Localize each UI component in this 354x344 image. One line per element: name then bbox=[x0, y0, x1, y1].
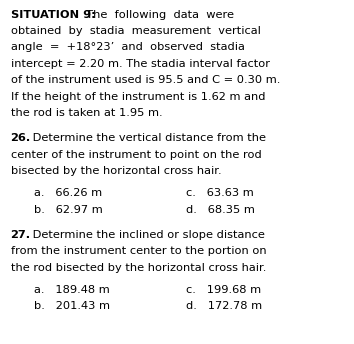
Text: the rod is taken at 1.95 m.: the rod is taken at 1.95 m. bbox=[11, 108, 162, 118]
Text: the rod bisected by the horizontal cross hair.: the rod bisected by the horizontal cross… bbox=[11, 263, 266, 273]
Text: 26.: 26. bbox=[11, 133, 31, 143]
Text: d.   68.35 m: d. 68.35 m bbox=[186, 205, 255, 215]
Text: d.   172.78 m: d. 172.78 m bbox=[186, 301, 262, 311]
Text: c.   63.63 m: c. 63.63 m bbox=[186, 188, 253, 198]
Text: center of the instrument to point on the rod: center of the instrument to point on the… bbox=[11, 150, 261, 160]
Text: of the instrument used is 95.5 and C = 0.30 m.: of the instrument used is 95.5 and C = 0… bbox=[11, 75, 280, 85]
Text: b.   62.97 m: b. 62.97 m bbox=[34, 205, 102, 215]
Text: If the height of the instrument is 1.62 m and: If the height of the instrument is 1.62 … bbox=[11, 92, 265, 101]
Text: SITUATION 9:: SITUATION 9: bbox=[11, 10, 95, 20]
Text: a.   66.26 m: a. 66.26 m bbox=[34, 188, 102, 198]
Text: obtained  by  stadia  measurement  vertical: obtained by stadia measurement vertical bbox=[11, 26, 261, 36]
Text: The  following  data  were: The following data were bbox=[79, 10, 234, 20]
Text: 27.: 27. bbox=[11, 230, 31, 240]
Text: b.   201.43 m: b. 201.43 m bbox=[34, 301, 110, 311]
Text: a.   189.48 m: a. 189.48 m bbox=[34, 285, 109, 295]
Text: bisected by the horizontal cross hair.: bisected by the horizontal cross hair. bbox=[11, 166, 221, 176]
Text: intercept = 2.20 m. The stadia interval factor: intercept = 2.20 m. The stadia interval … bbox=[11, 59, 270, 69]
Text: Determine the inclined or slope distance: Determine the inclined or slope distance bbox=[29, 230, 265, 240]
Text: Determine the vertical distance from the: Determine the vertical distance from the bbox=[29, 133, 266, 143]
Text: from the instrument center to the portion on: from the instrument center to the portio… bbox=[11, 246, 266, 256]
Text: c.   199.68 m: c. 199.68 m bbox=[186, 285, 261, 295]
Text: angle  =  +18°23’  and  observed  stadia: angle = +18°23’ and observed stadia bbox=[11, 42, 245, 52]
